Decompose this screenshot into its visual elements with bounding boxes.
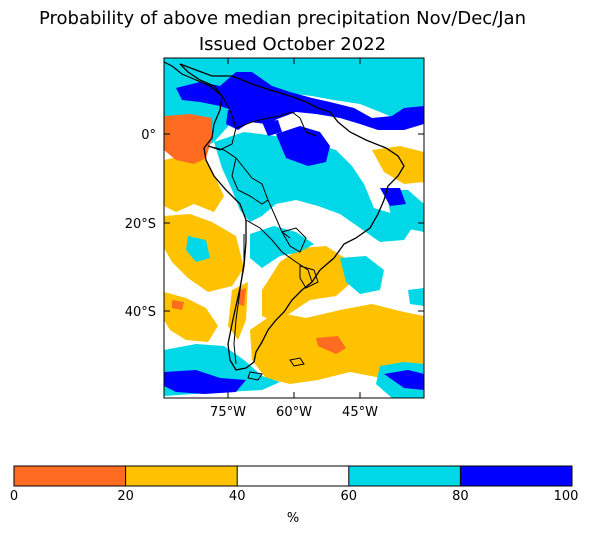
chart-subtitle: Issued October 2022 bbox=[198, 34, 387, 55]
lat-tick-0: 0° bbox=[141, 128, 156, 143]
colorbar-tick-100: 100 bbox=[554, 489, 579, 504]
latitude-axis: 0° 20°S 40°S bbox=[125, 128, 424, 320]
country-borders bbox=[207, 95, 319, 365]
colorbar-dividers bbox=[125, 466, 461, 486]
border-venezuela bbox=[235, 111, 301, 129]
falkland-islands bbox=[289, 357, 305, 367]
region-orange-pacific-south bbox=[172, 300, 184, 310]
lat-tick-40s: 40°S bbox=[125, 305, 156, 320]
colorbar-frame bbox=[13, 465, 573, 487]
region-blue-southeast bbox=[384, 370, 424, 390]
colorbar-tick-0: 0 bbox=[10, 489, 18, 504]
lon-tick-75w: 75°W bbox=[210, 405, 246, 420]
border-argentina-north bbox=[245, 219, 313, 283]
layer-0-20 bbox=[164, 114, 346, 354]
colorbar-bin-60-80 bbox=[348, 466, 461, 486]
region-orange-atlantic-south bbox=[316, 336, 346, 354]
colorbar-unit-label: % bbox=[287, 511, 299, 526]
map-panel bbox=[164, 58, 424, 398]
region-blue-north bbox=[176, 72, 424, 130]
region-orange-pacific-equatorial bbox=[164, 114, 212, 164]
region-cyan-pacific bbox=[186, 236, 210, 262]
continent-outline bbox=[179, 63, 405, 371]
border-bolivia bbox=[231, 157, 291, 239]
region-blue-guyana bbox=[262, 120, 282, 136]
border-guyanas bbox=[299, 117, 317, 137]
border-uruguay bbox=[299, 265, 319, 289]
region-blue-south bbox=[164, 370, 246, 394]
colorbar-bin-80-100 bbox=[460, 466, 572, 486]
region-cyan-southeast bbox=[340, 256, 384, 294]
colorbar-tick-60: 60 bbox=[341, 489, 358, 504]
tierra-del-fuego bbox=[247, 371, 263, 381]
region-cyan-east-edge bbox=[408, 288, 424, 306]
colorbar-bin-0-20 bbox=[14, 466, 126, 486]
lat-tick-20s: 20°S bbox=[125, 217, 156, 232]
colorbar-tick-40: 40 bbox=[229, 489, 246, 504]
region-cyan-paraguay bbox=[250, 226, 314, 268]
border-paraguay bbox=[281, 227, 307, 253]
border-peru-brazil bbox=[207, 145, 269, 201]
colorbar-tick-20: 20 bbox=[117, 489, 134, 504]
region-yellow-atlantic-east bbox=[372, 146, 424, 184]
colorbar-tick-80: 80 bbox=[452, 489, 469, 504]
region-yellow-argentina-north bbox=[262, 246, 352, 322]
region-blue-central-amazon bbox=[276, 126, 330, 166]
colorbar: 0 20 40 60 80 100 % bbox=[10, 465, 579, 526]
lon-tick-60w: 60°W bbox=[276, 405, 312, 420]
colorbar-bin-40-60 bbox=[237, 466, 349, 486]
longitude-axis: 75°W 60°W 45°W bbox=[210, 58, 378, 420]
border-chile-argentina bbox=[233, 234, 245, 365]
border-colombia bbox=[207, 95, 237, 151]
chart-title: Probability of above median precipitatio… bbox=[38, 8, 526, 29]
layer-80-100 bbox=[164, 72, 424, 394]
central-america-outline bbox=[164, 61, 223, 97]
region-cyan-amazon bbox=[214, 132, 412, 242]
lon-tick-45w: 45°W bbox=[342, 405, 378, 420]
colorbar-bin-20-40 bbox=[125, 466, 238, 486]
